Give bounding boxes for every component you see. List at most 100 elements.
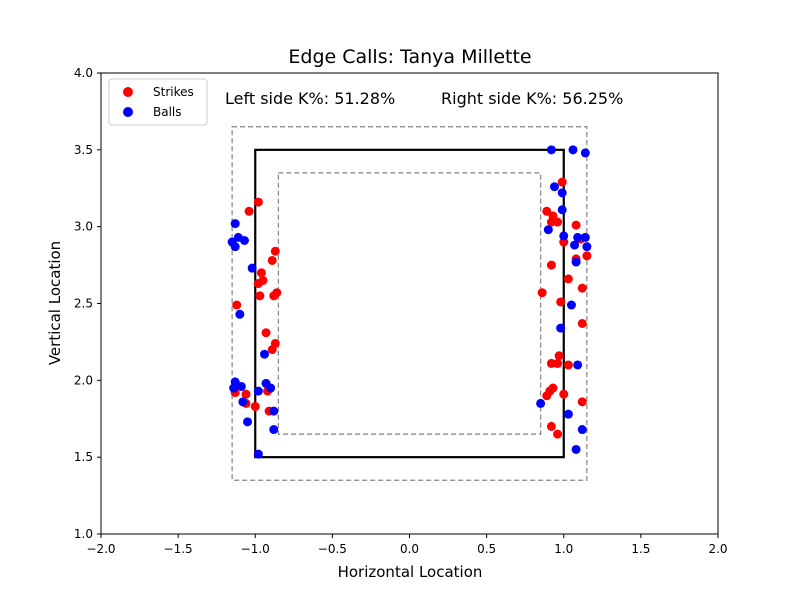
strike-point	[577, 397, 587, 407]
x-tick-label: 1.0	[554, 542, 573, 556]
ball-point	[239, 235, 249, 245]
strike-point	[241, 389, 251, 399]
y-tick-label: 1.5	[74, 450, 93, 464]
strike-point	[232, 300, 242, 310]
ball-point	[557, 205, 567, 215]
ball-point	[230, 219, 240, 229]
legend: Strikes Balls	[108, 78, 208, 126]
strike-point	[563, 360, 573, 370]
ball-point	[546, 145, 556, 155]
legend-label-balls: Balls	[153, 105, 182, 119]
strike-point	[261, 328, 271, 338]
legend-marker-balls	[123, 107, 133, 117]
plot-area	[101, 73, 718, 534]
strike-point	[542, 391, 552, 401]
strike-point	[571, 220, 581, 230]
ball-point	[236, 381, 246, 391]
strike-point	[582, 251, 592, 261]
inner-edge-zone	[277, 172, 542, 435]
strike-point	[267, 345, 277, 355]
y-tick-label: 3.5	[74, 143, 93, 157]
legend-marker-strikes	[123, 87, 133, 97]
strike-point	[542, 206, 552, 216]
data-points	[227, 145, 592, 459]
x-tick-label: 1.5	[631, 542, 650, 556]
ball-point	[570, 240, 580, 250]
ball-point	[266, 383, 276, 393]
x-axis-label: Horizontal Location	[338, 563, 483, 581]
strike-point	[557, 177, 567, 187]
ball-point	[580, 148, 590, 158]
strike-point	[556, 297, 566, 307]
x-tick-label: −0.5	[318, 542, 347, 556]
strike-point	[537, 288, 547, 298]
y-axis-label: Vertical Location	[46, 241, 64, 365]
ball-point	[559, 231, 569, 241]
ball-point	[568, 145, 578, 155]
strike-point	[553, 358, 563, 368]
strike-point	[577, 318, 587, 328]
ball-point	[582, 242, 592, 252]
legend-label-strikes: Strikes	[153, 85, 194, 99]
strike-point	[553, 217, 563, 227]
strike-point	[269, 291, 279, 301]
strike-point	[250, 401, 260, 411]
x-axis-ticks: −2.0 −1.5 −1.0 −0.5 0.0 0.5 1.0 1.5 2.0	[86, 534, 728, 556]
ball-point	[573, 360, 583, 370]
x-tick-label: −1.0	[241, 542, 270, 556]
strike-point	[577, 283, 587, 293]
ball-point	[230, 242, 240, 252]
ball-point	[253, 449, 263, 459]
legend-box	[108, 78, 208, 126]
outer-edge-zone	[231, 126, 588, 481]
right-k-annotation: Right side K%: 56.25%	[441, 89, 623, 108]
ball-point	[573, 232, 583, 242]
chart-title: Edge Calls: Tanya Millette	[288, 46, 531, 68]
ball-point	[549, 182, 559, 192]
y-tick-label: 4.0	[74, 66, 93, 80]
ball-point	[235, 309, 245, 319]
y-tick-label: 3.0	[74, 220, 93, 234]
y-tick-label: 1.0	[74, 527, 93, 541]
strike-point	[554, 351, 564, 361]
strike-point	[546, 217, 556, 227]
ball-point	[247, 263, 257, 273]
strike-point	[546, 260, 556, 270]
left-k-annotation: Left side K%: 51.28%	[225, 89, 395, 108]
ball-point	[269, 425, 279, 435]
strike-point	[546, 358, 556, 368]
x-tick-label: 0.5	[477, 542, 496, 556]
x-tick-label: −2.0	[86, 542, 115, 556]
strike-point	[563, 274, 573, 284]
ball-point	[580, 232, 590, 242]
strike-point	[253, 197, 263, 207]
ball-point	[571, 444, 581, 454]
ball-point	[566, 300, 576, 310]
x-tick-label: 0.0	[400, 542, 419, 556]
strike-point	[256, 268, 266, 278]
x-tick-label: −1.5	[164, 542, 193, 556]
strike-point	[255, 291, 265, 301]
strike-point	[253, 279, 263, 289]
x-tick-label: 2.0	[708, 542, 727, 556]
ball-point	[269, 406, 279, 416]
ball-point	[557, 188, 567, 198]
strike-point	[267, 255, 277, 265]
ball-point	[556, 323, 566, 333]
ball-point	[243, 417, 253, 427]
strike-point	[559, 389, 569, 399]
y-tick-label: 2.5	[74, 297, 93, 311]
ball-point	[571, 257, 581, 267]
ball-point	[543, 225, 553, 235]
ball-point	[577, 425, 587, 435]
strike-point	[270, 246, 280, 256]
ball-point	[536, 398, 546, 408]
strike-point	[546, 421, 556, 431]
y-axis-ticks: 1.0 1.5 2.0 2.5 3.0 3.5 4.0	[74, 66, 101, 541]
strike-point	[553, 429, 563, 439]
ball-point	[238, 397, 248, 407]
ball-point	[253, 386, 263, 396]
strike-point	[244, 206, 254, 216]
